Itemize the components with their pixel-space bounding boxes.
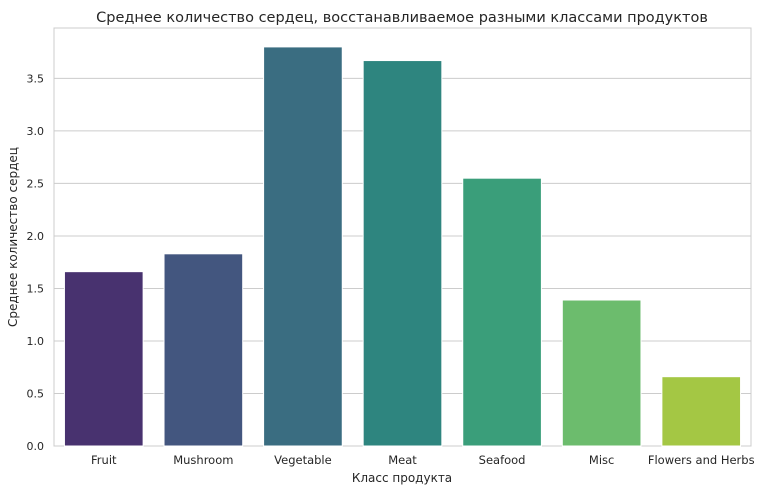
x-tick-label: Seafood xyxy=(479,453,526,467)
y-tick-label: 2.0 xyxy=(27,230,45,243)
x-tick-label: Meat xyxy=(388,453,417,467)
y-axis-ticks: 0.0 0.5 1.0 1.5 2.0 2.5 3.0 3.5 xyxy=(27,72,45,453)
bar-seafood xyxy=(462,177,542,447)
y-tick-label: 2.5 xyxy=(27,177,45,190)
y-tick-label: 0.0 xyxy=(27,440,45,453)
bar-vegetable xyxy=(263,46,343,447)
x-tick-label: Fruit xyxy=(91,453,117,467)
bar-misc xyxy=(561,299,642,447)
bars xyxy=(63,46,742,447)
bar-meat xyxy=(362,60,443,447)
bar-fruit xyxy=(63,271,144,447)
x-tick-label: Vegetable xyxy=(274,453,332,467)
y-axis-label: Среднее количество сердец xyxy=(6,147,20,327)
x-axis-label: Класс продукта xyxy=(352,471,452,485)
x-tick-label: Flowers and Herbs xyxy=(648,453,755,467)
y-tick-label: 0.5 xyxy=(27,387,45,400)
chart-title: Среднее количество сердец, восстанавлива… xyxy=(96,10,708,26)
y-tick-label: 1.5 xyxy=(27,282,45,295)
x-axis-ticks: Fruit Mushroom Vegetable Meat Seafood Misc Flo… xyxy=(91,453,755,467)
bar-flowers-and-herbs xyxy=(661,376,742,447)
y-tick-label: 3.0 xyxy=(27,125,45,138)
x-tick-label: Misc xyxy=(589,453,614,467)
x-tick-label: Mushroom xyxy=(173,453,233,467)
y-tick-label: 1.0 xyxy=(27,335,45,348)
y-tick-label: 3.5 xyxy=(27,72,45,85)
bar-mushroom xyxy=(163,253,244,447)
